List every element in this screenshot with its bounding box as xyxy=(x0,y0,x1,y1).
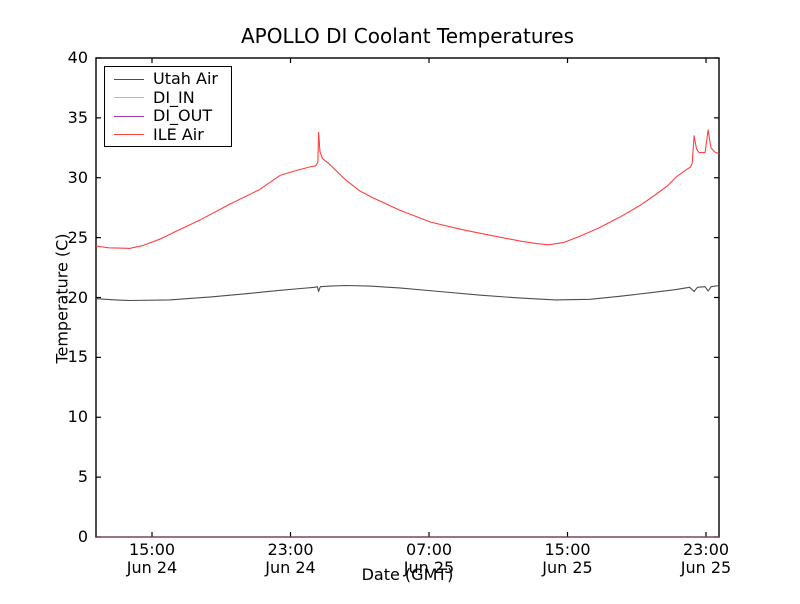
y-tick-label-0: 0 xyxy=(77,527,88,546)
y-tick-label-5: 5 xyxy=(77,467,88,487)
legend-label-ile-air: ILE Air xyxy=(153,124,204,144)
y-tick-label-20: 20 xyxy=(67,287,88,307)
legend-label-di-in: DI_IN xyxy=(153,87,195,107)
series-line-utah-air xyxy=(96,284,720,302)
legend: Utah Air DI_IN DI_OUT ILE Air xyxy=(104,66,232,147)
series-line-ile-air xyxy=(96,129,720,249)
legend-item-di-in: DI_IN xyxy=(105,89,231,108)
axis-ticks xyxy=(96,57,719,538)
legend-line-swatch-utah-air xyxy=(114,78,144,80)
x-tick-label-23-00-jun-24: 23:00 Jun 24 xyxy=(265,540,316,577)
x-tick-label-15-00-jun-25: 15:00 Jun 25 xyxy=(542,540,593,577)
legend-line-swatch-ile-air xyxy=(114,134,144,136)
legend-item-utah-air: Utah Air xyxy=(105,70,231,89)
x-tick-label-23-00-jun-25: 23:00 Jun 25 xyxy=(680,540,732,577)
legend-line-swatch-di-out xyxy=(114,115,144,117)
legend-line-swatch-di-in xyxy=(114,97,144,99)
y-tick-label-30: 30 xyxy=(67,167,88,187)
x-tick-label-07-00-jun-25: 07:00 Jun 25 xyxy=(403,540,455,577)
y-tick-label-35: 35 xyxy=(67,107,88,127)
legend-item-ile-air: ILE Air xyxy=(105,126,231,145)
x-tick-label-15-00-jun-24: 15:00 Jun 24 xyxy=(126,540,178,577)
legend-label-di-out: DI_OUT xyxy=(153,106,213,126)
y-tick-label-25: 25 xyxy=(67,227,88,247)
x-axis-label: Date (GMT) xyxy=(361,565,454,584)
y-tick-label-10: 10 xyxy=(67,407,88,427)
y-tick-label-15: 15 xyxy=(67,347,88,367)
y-tick-label-40: 40 xyxy=(67,48,88,67)
legend-item-di-out: DI_OUT xyxy=(105,107,231,126)
chart-title: APOLLO DI Coolant Temperatures xyxy=(240,24,575,48)
legend-label-utah-air: Utah Air xyxy=(153,69,218,89)
